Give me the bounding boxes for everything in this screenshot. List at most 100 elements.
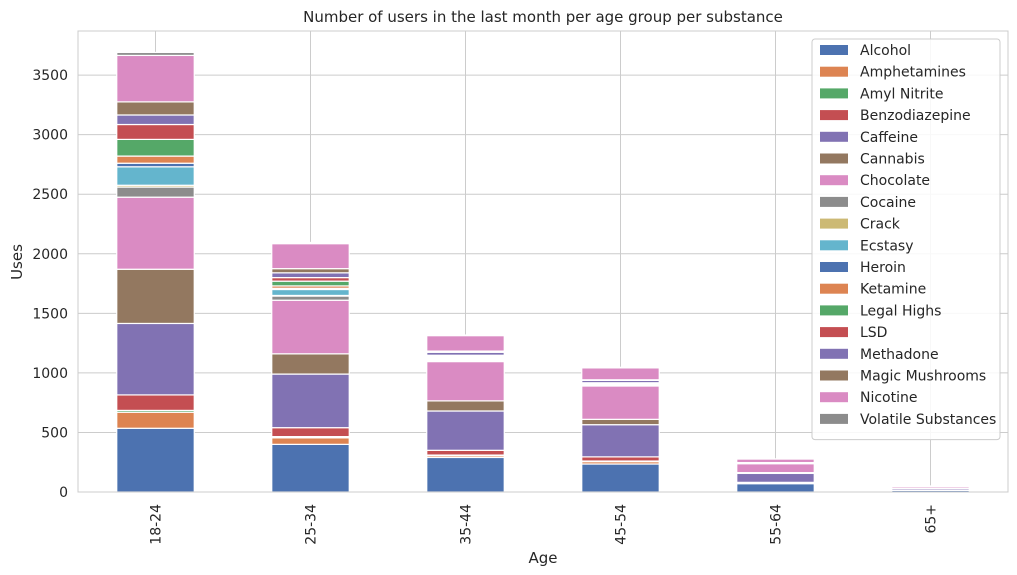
y-tick-label: 0 [59,485,68,501]
bar-segment [581,463,660,493]
bar-segment [581,385,660,420]
legend-swatch [820,110,848,121]
bar-segment [426,449,505,456]
y-tick-label: 500 [41,425,68,441]
bar-segment [271,443,350,493]
x-tick-label: 35-44 [459,504,475,545]
bar-segment [271,288,350,297]
legend-entry: Caffeine [860,130,918,146]
legend-entry: Ketamine [860,282,926,298]
bar-segment [736,463,815,474]
bar-segment [426,410,505,451]
bar-segment [736,472,815,483]
legend-swatch [820,175,848,186]
bar-segment [116,138,195,157]
bar-segment [116,196,195,270]
bar-segment [116,101,195,116]
y-tick-label: 1000 [32,366,68,382]
y-tick-label: 2500 [32,187,68,203]
legend-swatch [820,348,848,359]
legend-swatch [820,413,848,424]
bar-segment [271,243,350,270]
y-tick-label: 2000 [32,247,68,263]
bar-segment [736,483,815,493]
x-tick-label: 25-34 [304,504,320,545]
legend-swatch [820,218,848,229]
plot-frame [77,30,1009,493]
bars [116,51,970,493]
bar-segment [581,366,660,369]
legend-swatch [820,196,848,207]
legend-swatch [820,240,848,251]
legend-entry: Chocolate [860,173,930,189]
bar-segment [426,400,505,412]
legend-entry: Cocaine [860,195,916,211]
legend-entry: Cannabis [860,152,925,168]
legend-swatch [820,262,848,272]
bar-segment [116,186,195,198]
legend-swatch [820,392,848,403]
bar-segment [116,166,195,186]
bar-segment [271,437,350,445]
legend-entry: Nicotine [860,390,918,406]
bar-segment [426,334,505,352]
bar-segment [116,427,195,493]
y-tick-label: 3500 [32,68,68,84]
bar-segment [271,299,350,355]
bar-segment [116,114,195,126]
legend-entry: Alcohol [860,43,911,59]
bar-segment [581,424,660,458]
legend-entry: Volatile Substances [860,412,996,428]
y-tick-label: 1500 [32,306,68,322]
bar-segment [426,456,505,493]
legend-box [811,38,1001,441]
bar-segment [426,334,505,337]
legend-entry: Crack [860,217,901,233]
bar-segment [271,373,350,429]
legend-swatch [820,153,848,164]
bar-segment [116,268,195,325]
bar-segment [426,360,505,402]
bar-segment [581,418,660,426]
legend-swatch [820,327,848,338]
legend: Alcohol Amphetamines Amyl Nitrite Benzodiaz… [811,38,1001,441]
legend-entry: Amphetamines [860,65,966,81]
legend-entry: LSD [860,325,887,341]
legend-swatch [820,66,848,77]
bar-segment [271,241,350,245]
x-tick-label: 18-24 [149,504,165,545]
legend-swatch [820,370,848,381]
legend-entry: Heroin [860,260,906,276]
legend-swatch [820,283,848,294]
bar-segment [116,123,195,141]
y-tick-label: 3000 [32,128,68,144]
legend-entry: Amyl Nitrite [860,86,943,102]
bar-segment [271,295,350,301]
legend-swatch [820,45,848,55]
bar-segment [116,322,195,396]
bar-segment [271,268,350,274]
y-axis-label: Uses [8,244,26,280]
x-tick-label: 65+ [924,504,940,534]
legend-entry: Legal Highs [860,303,941,319]
x-tick-label: 45-54 [614,504,630,545]
legend-entry: Magic Mushrooms [860,369,986,385]
legend-entry: Ecstasy [860,238,913,254]
bar-segment [116,394,195,412]
bar-segment [116,54,195,103]
bar-segment [116,411,195,429]
bar-segment [271,272,350,279]
legend-swatch [820,88,848,99]
legend-swatch [820,305,848,316]
chart-title: Number of users in the last month per ag… [303,8,783,26]
legend-entry: Methadone [860,347,939,363]
y-ticks: 0 500 1000 1500 2000 2500 3000 3500 [32,68,68,501]
bar-segment [581,456,660,462]
bar-segment [581,367,660,381]
bar-segment [116,155,195,164]
legend-entry: Benzodiazepine [860,108,971,124]
bar-segment [116,51,195,57]
bar-segment [271,280,350,287]
x-tick-label: 55-64 [769,504,785,545]
